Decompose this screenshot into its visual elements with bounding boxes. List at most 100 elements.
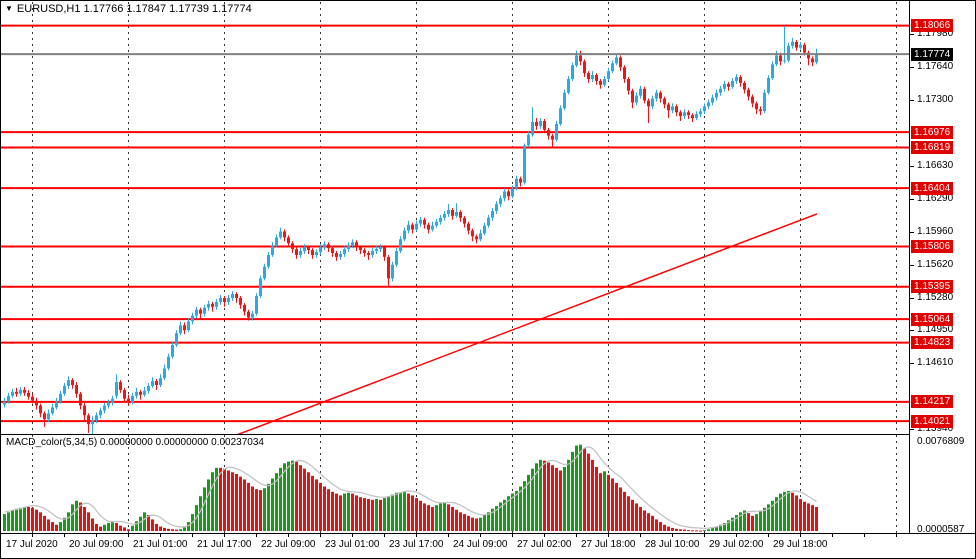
time-axis-tick xyxy=(256,534,257,537)
candle-body xyxy=(323,244,326,248)
candle-body xyxy=(179,325,182,334)
macd-histogram-bar xyxy=(175,529,178,531)
macd-histogram-bar xyxy=(799,499,802,531)
candle-body xyxy=(199,309,202,314)
candle-body xyxy=(799,44,802,48)
macd-histogram-bar xyxy=(583,448,586,531)
candle-body xyxy=(227,297,230,302)
candle-body xyxy=(191,315,194,322)
macd-histogram-bar xyxy=(239,476,242,531)
macd-histogram-bar xyxy=(167,528,170,531)
macd-histogram-bar xyxy=(295,461,298,531)
candle-body xyxy=(719,88,722,93)
macd-histogram-bar xyxy=(283,463,286,531)
candle-body xyxy=(559,108,562,124)
price-scale-label: 1.13940 xyxy=(917,423,954,434)
time-axis-tick xyxy=(448,534,449,537)
candle-body xyxy=(111,398,114,403)
candle-body xyxy=(147,385,150,391)
time-axis-tick xyxy=(704,534,705,537)
price-level-badge: 1.14823 xyxy=(911,336,954,350)
candle-body xyxy=(251,313,254,318)
candle-body xyxy=(659,92,662,99)
macd-histogram-bar xyxy=(419,500,422,531)
candle-body xyxy=(63,385,66,394)
macd-histogram-bar xyxy=(391,494,394,531)
time-axis-tick xyxy=(416,534,417,537)
candle-body xyxy=(655,92,658,99)
candle-body xyxy=(511,188,514,197)
macd-histogram-bar xyxy=(667,526,670,531)
macd-histogram-bar xyxy=(691,530,694,532)
macd-histogram-bar xyxy=(407,493,410,531)
macd-histogram-bar xyxy=(351,493,354,531)
macd-histogram-bar xyxy=(223,468,226,531)
candle-body xyxy=(467,223,470,231)
dropdown-triangle-icon[interactable]: ▼ xyxy=(5,4,13,13)
candle-body xyxy=(587,73,590,79)
candle-body xyxy=(311,250,314,255)
macd-histogram-bar xyxy=(539,459,542,531)
macd-histogram-bar xyxy=(815,507,818,531)
macd-histogram-bar xyxy=(755,514,758,531)
price-level-badge: 1.15064 xyxy=(911,312,954,326)
candle-body xyxy=(807,52,810,59)
candle-body xyxy=(115,382,118,396)
candle-body xyxy=(603,78,606,85)
candle-body xyxy=(679,112,682,117)
candle-body xyxy=(687,112,690,116)
macd-histogram-bar xyxy=(459,512,462,531)
candle-body xyxy=(407,224,410,231)
macd-histogram-bar xyxy=(387,496,390,531)
candle-body xyxy=(543,121,546,130)
macd-histogram-bar xyxy=(627,496,630,531)
macd-histogram-bar xyxy=(699,530,702,532)
price-scale-label: 1.14610 xyxy=(917,357,954,369)
candle-body xyxy=(751,96,754,104)
macd-histogram-bar xyxy=(447,504,450,531)
candle-body xyxy=(31,396,34,401)
macd-histogram-bar xyxy=(331,491,334,531)
macd-histogram-bar xyxy=(83,507,86,531)
candle-body xyxy=(35,400,38,406)
macd-histogram-bar xyxy=(403,491,406,531)
candle-body xyxy=(711,97,714,103)
candle-body xyxy=(515,178,518,189)
candle-body xyxy=(647,100,650,107)
macd-histogram-bar xyxy=(127,529,130,531)
macd-histogram-bar xyxy=(371,499,374,531)
candle-body xyxy=(59,393,62,402)
macd-histogram-bar xyxy=(31,507,34,531)
macd-histogram-bar xyxy=(555,467,558,531)
macd-histogram-bar xyxy=(471,517,474,531)
macd-histogram-bar xyxy=(27,507,30,531)
chart-title: ▼ EURUSD,H1 1.17766 1.17847 1.17739 1.177… xyxy=(5,3,252,15)
candle-body xyxy=(791,41,794,46)
macd-histogram-bar xyxy=(707,529,710,531)
candle-body xyxy=(347,245,350,250)
candle-body xyxy=(331,248,334,254)
macd-histogram-bar xyxy=(607,474,610,531)
main-chart-area[interactable] xyxy=(1,1,909,435)
candle-body xyxy=(15,391,18,394)
candle-body xyxy=(239,297,242,305)
macd-histogram-bar xyxy=(323,486,326,531)
candle-body xyxy=(527,134,530,146)
candle-body xyxy=(775,55,778,65)
macd-histogram-bar xyxy=(439,503,442,531)
candle-body xyxy=(431,225,434,230)
macd-histogram-bar xyxy=(651,515,654,531)
price-level-badge: 1.15806 xyxy=(911,240,954,254)
macd-histogram-bar xyxy=(7,512,10,531)
macd-histogram-bar xyxy=(263,488,266,531)
candle-body xyxy=(767,77,770,93)
pane-divider[interactable] xyxy=(1,434,909,435)
candle-body xyxy=(263,266,266,279)
candle-body xyxy=(51,407,54,414)
candle-body xyxy=(703,106,706,112)
candle-body xyxy=(151,381,154,386)
candle-body xyxy=(267,254,270,267)
macd-histogram-bar xyxy=(763,507,766,531)
macd-histogram-bar xyxy=(719,524,722,531)
macd-indicator-pane[interactable] xyxy=(1,435,909,534)
